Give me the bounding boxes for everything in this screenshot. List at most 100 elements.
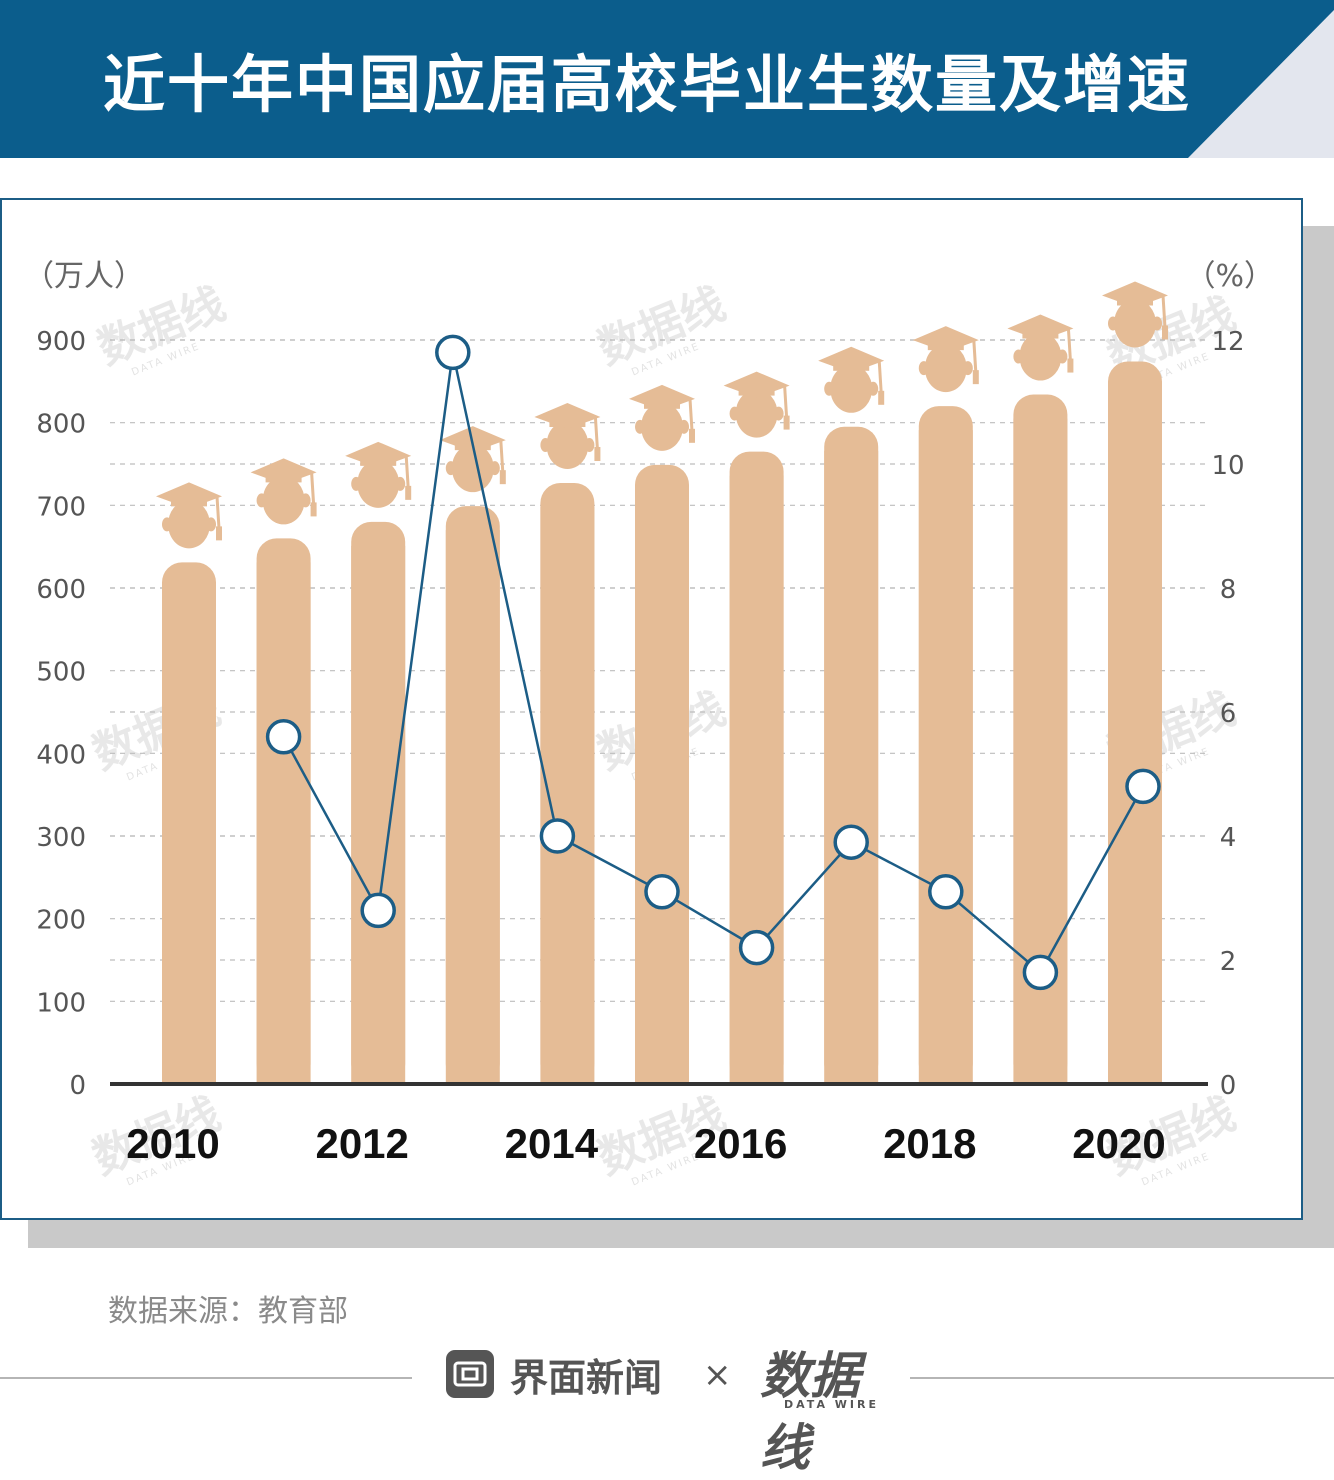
bar-body [1108, 385, 1162, 1084]
graduate-cap-band [927, 340, 964, 351]
graduate-head-icon [357, 459, 400, 508]
growth-point [539, 818, 576, 854]
graduate-tassel-icon [972, 340, 978, 373]
right-tick-label: 0 [1220, 1071, 1237, 1101]
left-tick-label: 600 [36, 575, 86, 605]
graduate-tassel-end [783, 415, 790, 430]
graduate-tassel-icon [688, 398, 694, 431]
graduate-cap-band [1022, 328, 1059, 339]
graduate-ear-icon [1152, 316, 1162, 331]
graduate-tassel-icon [593, 416, 599, 450]
left-axis-unit: （万人） [24, 259, 144, 294]
graduate-ear-icon [918, 361, 929, 376]
brand-name: 界面新闻 [510, 1355, 663, 1400]
right-tick-label: 2 [1220, 947, 1237, 977]
graduate-cap-band [644, 398, 680, 409]
bar-body [256, 562, 311, 1084]
graduate-cap-band [360, 455, 397, 466]
graduate-ear-icon [635, 419, 645, 434]
graduate-tassel-end [689, 428, 695, 443]
graduate-ear-icon [300, 493, 311, 508]
graduate-head-icon [262, 476, 305, 525]
growth-point [360, 892, 396, 929]
growth-point [928, 874, 964, 910]
graduate-cap-band [171, 496, 207, 507]
jiemian-logo-icon [446, 1350, 494, 1398]
right-tick-label: 10 [1211, 451, 1244, 481]
graduate-ear-icon [679, 419, 689, 434]
graduate-ear-icon [489, 461, 500, 476]
graduate-tassel-icon [499, 440, 505, 473]
graduate-ear-icon [395, 476, 406, 491]
header-background [0, 0, 1334, 158]
datawire-logo: 数据线 DATA WIRE [760, 1336, 890, 1477]
footer-divider-right [910, 1377, 1334, 1379]
left-tick-label: 300 [36, 823, 86, 853]
growth-point [265, 719, 302, 755]
graduate-cap-band [265, 472, 302, 483]
chart-card: 数据线 DATA WIRE 数据线 DATA WIRE 数据线 DATA WIRE 数据线 D… [0, 198, 1303, 1220]
right-tick-label: 8 [1220, 575, 1237, 605]
graduate-ear-icon [729, 406, 740, 421]
graduate-cap-band [833, 360, 870, 371]
data-source: 数据来源：教育部 [108, 1294, 348, 1329]
graduate-tassel-end [405, 485, 412, 500]
graduate-tassel-end [972, 370, 979, 385]
growth-line [282, 352, 1145, 975]
graduate-head-icon [451, 444, 494, 493]
growth-point [1022, 954, 1059, 991]
graduate-tassel-end [1162, 325, 1168, 340]
growth-point [738, 929, 775, 966]
growth-point [1125, 768, 1161, 805]
footer-divider-left [0, 1377, 412, 1379]
left-tick-label: 900 [36, 327, 86, 357]
left-tick-label: 400 [36, 740, 86, 770]
growth-point [435, 334, 471, 371]
bar-body [918, 430, 973, 1085]
left-tick-label: 700 [36, 492, 86, 522]
graduate-ear-icon [868, 381, 879, 396]
brand-jiemian: 界面新闻 [446, 1349, 663, 1400]
graduate-cap-band [549, 417, 586, 428]
graduate-tassel-icon [404, 455, 410, 488]
left-tick-label: 0 [69, 1071, 86, 1101]
right-tick-label: 12 [1211, 327, 1244, 357]
graduate-tassel-end [878, 390, 885, 405]
bar-body [162, 586, 216, 1084]
x-tick-label: 2018 [883, 1120, 976, 1167]
graduate-ear-icon [445, 461, 456, 476]
graduate-head-icon [1019, 332, 1062, 381]
right-tick-label: 6 [1220, 699, 1237, 729]
x-tick-label: 2020 [1072, 1120, 1165, 1167]
graduate-ear-icon [162, 517, 172, 532]
datawire-logo-mark: 数据线 [760, 1346, 860, 1477]
graduate-tassel-end [1067, 358, 1074, 373]
datawire-logo-sub: DATA WIRE [784, 1398, 879, 1411]
graduate-head-icon [1114, 299, 1156, 348]
graduate-head-icon [830, 364, 873, 413]
growth-point [644, 874, 680, 910]
header-banner: 近十年中国应届高校毕业生数量及增速 [0, 0, 1334, 158]
graduate-ear-icon [540, 438, 551, 453]
x-tick-label: 2014 [505, 1120, 599, 1167]
graduate-ear-icon [256, 493, 267, 508]
graduate-head-icon [735, 389, 778, 438]
x-tick-label: 2012 [315, 1120, 408, 1167]
graduate-head-icon [168, 500, 210, 549]
graduate-tassel-end [594, 447, 601, 462]
page-title: 近十年中国应届高校毕业生数量及增速 [102, 48, 1191, 121]
graduate-ear-icon [824, 381, 835, 396]
bar-body [824, 450, 879, 1084]
graduate-head-icon [924, 344, 967, 393]
bar-body [635, 488, 689, 1084]
graduate-tassel-end [310, 502, 317, 517]
graduate-tassel-icon [783, 385, 789, 418]
bar-body [445, 530, 500, 1084]
graduate-ear-icon [1108, 316, 1118, 331]
graduate-ear-icon [351, 476, 362, 491]
graduate-tassel-icon [877, 360, 883, 393]
right-tick-label: 4 [1220, 823, 1237, 853]
graduate-ear-icon [962, 361, 973, 376]
left-tick-label: 200 [36, 906, 86, 936]
